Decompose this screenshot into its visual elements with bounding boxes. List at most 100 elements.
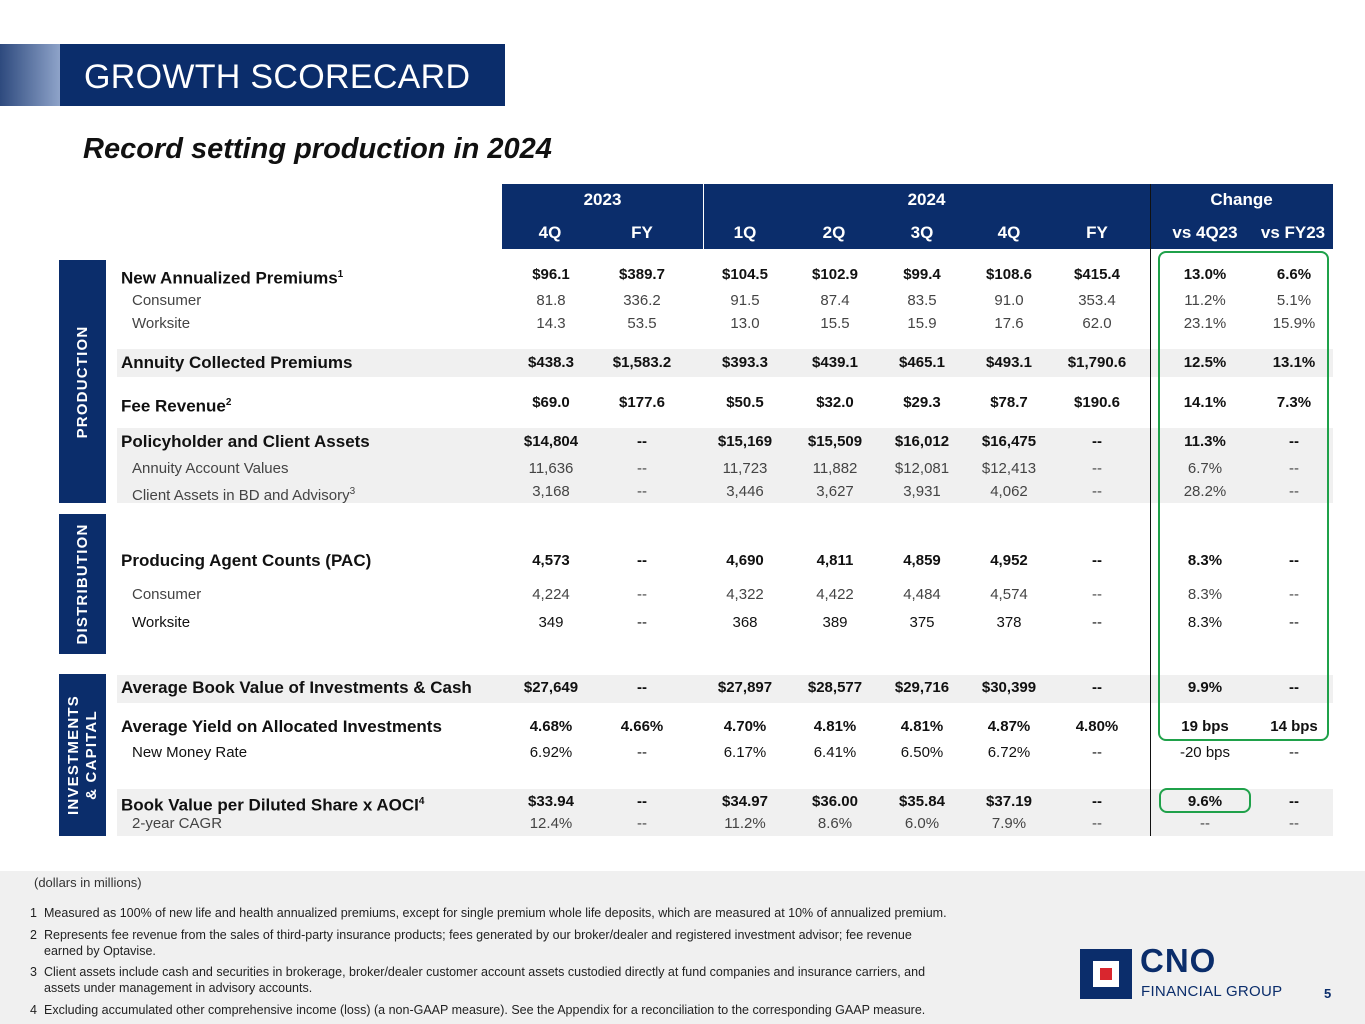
row-label: Consumer — [132, 290, 201, 312]
table-cell: 4.81% — [900, 718, 944, 735]
table-cell: 13.0% — [1183, 266, 1227, 283]
table-row: Annuity Account Values 11,636 -- 11,723 11,8… — [0, 458, 1365, 480]
table-cell: 14 bps — [1270, 718, 1318, 735]
table-cell: -- — [637, 483, 647, 500]
section-investments-capital: INVESTMENTS & CAPITAL — [59, 674, 106, 836]
table-row: Fee Revenue2 $69.0 $177.6 $50.5 $32.0 $29.3 $7… — [0, 392, 1365, 416]
row-band — [117, 789, 1333, 836]
section-label: PRODUCTION — [73, 325, 91, 438]
table-cell: 15.5 — [820, 315, 850, 332]
units-note: (dollars in millions) — [34, 875, 142, 890]
table-row: 2-year CAGR 12.4% -- 11.2% 8.6% 6.0% 7.9% -- -- -… — [0, 813, 1365, 835]
table-cell: 6.6% — [1276, 266, 1312, 283]
logo-tagline: FINANCIAL GROUP — [1141, 983, 1283, 1000]
row-label: Fee Revenue2 — [121, 392, 231, 418]
table-cell: 353.4 — [1078, 292, 1116, 309]
table-row: Consumer 81.8 336.2 91.5 87.4 83.5 91.0 353.4 11… — [0, 290, 1365, 312]
footnote-number: 3 — [30, 965, 37, 979]
footnote-number: 4 — [30, 1003, 37, 1017]
table-cell: 14.1% — [1183, 394, 1227, 411]
row-label: Average Book Value of Investments & Cash — [121, 677, 472, 699]
table-cell: 7.3% — [1276, 394, 1312, 411]
header-column-row: 4Q FY 1Q 2Q 3Q 4Q FY vs 4Q23 vs FY23 — [502, 216, 1333, 249]
table-cell: $50.5 — [726, 394, 764, 411]
table-row: Average Book Value of Investments & Cash… — [0, 677, 1365, 699]
table-cell: 91.5 — [730, 292, 760, 309]
table-cell: $12,081 — [894, 460, 950, 477]
table-cell: -- — [1289, 614, 1299, 631]
col-fy24: FY — [1086, 222, 1108, 242]
header-group-row: 2023 2024 Change — [502, 184, 1333, 216]
table-cell: 336.2 — [623, 292, 661, 309]
col-4q23: 4Q — [538, 222, 562, 242]
row-label-text: Worksite — [132, 315, 191, 332]
table-cell: 4,062 — [990, 483, 1028, 500]
table-cell: -- — [637, 433, 647, 450]
table-cell: 5.1% — [1276, 292, 1312, 309]
table-cell: 62.0 — [1082, 315, 1112, 332]
row-label: New Money Rate — [132, 742, 247, 764]
title-background: GROWTH SCORECARD — [60, 44, 505, 106]
table-cell: $393.3 — [722, 354, 768, 371]
row-label-text: Book Value per Diluted Share x AOCI — [121, 795, 419, 815]
col-vs-4q23: vs 4Q23 — [1172, 222, 1238, 242]
table-cell: 4.66% — [620, 718, 664, 735]
table-cell: 6.7% — [1187, 460, 1223, 477]
table-cell: $493.1 — [986, 354, 1032, 371]
table-cell: 4.80% — [1075, 718, 1119, 735]
table-cell: 81.8 — [536, 292, 566, 309]
page-number: 5 — [1324, 986, 1332, 1001]
table-cell: -- — [637, 586, 647, 603]
row-label: Producing Agent Counts (PAC) — [121, 550, 371, 572]
footnote-text: Client assets include cash and securitie… — [44, 965, 926, 979]
row-label: Consumer — [132, 584, 201, 606]
table-cell: 9.9% — [1187, 679, 1223, 696]
table-cell: 12.4% — [529, 815, 573, 832]
table-row: Policyholder and Client Assets $14,804 -- $… — [0, 431, 1365, 453]
table-cell: $1,583.2 — [612, 354, 672, 371]
col-2q24: 2Q — [822, 222, 846, 242]
table-cell: 4.87% — [987, 718, 1031, 735]
table-cell: 13.1% — [1272, 354, 1316, 371]
footnote-number: 2 — [30, 928, 37, 942]
footnote-ref: 3 — [349, 486, 356, 497]
table-cell: 23.1% — [1183, 315, 1227, 332]
row-label-text: Annuity Collected Premiums — [121, 353, 353, 372]
table-cell: $177.6 — [619, 394, 665, 411]
change-highlight-box — [1158, 251, 1329, 741]
table-cell: $190.6 — [1074, 394, 1120, 411]
row-label-text: Consumer — [132, 586, 202, 603]
row-label: 2-year CAGR — [132, 813, 222, 835]
row-label-text: Client Assets in BD and Advisory — [132, 487, 350, 504]
table-row: Consumer 4,224 -- 4,322 4,422 4,484 4,574 -- 8.3… — [0, 584, 1365, 606]
col-1q24: 1Q — [733, 222, 757, 242]
table-cell: $14,804 — [523, 433, 579, 450]
row-label: Annuity Account Values — [132, 458, 289, 480]
table-cell: $438.3 — [528, 354, 574, 371]
row-label-text: Worksite — [132, 614, 191, 631]
table-cell: 53.5 — [627, 315, 657, 332]
table-cell: 15.9 — [907, 315, 937, 332]
table-cell: $32.0 — [816, 394, 854, 411]
table-cell: 389 — [822, 614, 848, 631]
table-cell: 4,574 — [990, 586, 1028, 603]
header-group-2023: 2023 — [583, 190, 622, 209]
table-row: New Annualized Premiums1 $96.1 $389.7 $104.… — [0, 264, 1365, 288]
footnote-ref: 2 — [225, 397, 232, 408]
table-cell: -- — [1092, 815, 1102, 832]
table-cell: 7.9% — [991, 815, 1027, 832]
table-cell: 12.5% — [1183, 354, 1227, 371]
footnote-continuation: earned by Optavise. — [44, 944, 156, 958]
table-cell: -- — [637, 614, 647, 631]
table-cell: 4,484 — [903, 586, 941, 603]
header-divider — [703, 216, 704, 249]
table-row: Client Assets in BD and Advisory3 3,168 --… — [0, 481, 1365, 504]
table-cell: $27,649 — [523, 679, 579, 696]
title-banner: GROWTH SCORECARD — [0, 44, 505, 106]
row-label: Annuity Collected Premiums — [121, 352, 352, 374]
table-cell: 4,422 — [816, 586, 854, 603]
table-cell: $16,012 — [894, 433, 950, 450]
table-cell: -- — [1289, 483, 1299, 500]
table-cell: -- — [1092, 614, 1102, 631]
footnote: 4 Excluding accumulated other comprehensi… — [30, 1002, 990, 1018]
